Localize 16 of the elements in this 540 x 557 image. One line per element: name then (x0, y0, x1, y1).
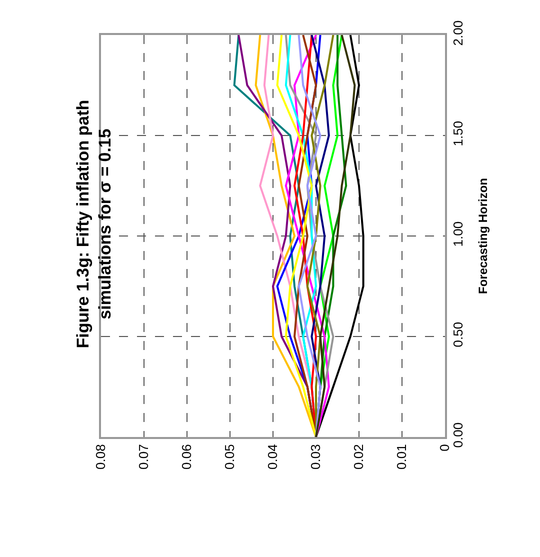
x-tick-label: 0.08 (93, 444, 108, 470)
x-tick-label: 0.03 (308, 444, 324, 470)
x-tick-label: 0 (437, 444, 452, 452)
y-axis-title: Forecasting Horizon (476, 178, 490, 294)
y-tick-label: 1.50 (450, 120, 466, 146)
x-tick-label: 0.02 (351, 444, 366, 470)
y-tick-label: 0.50 (450, 322, 466, 348)
x-tick-label: 0.04 (265, 444, 280, 470)
y-tick-label: 0.00 (450, 422, 466, 448)
y-tick-label: 2.00 (450, 20, 466, 46)
x-tick-label: 0.05 (222, 444, 238, 470)
x-tick-label: 0.06 (179, 444, 194, 470)
text: Figure 1.3g: Fifty inflation path simulations for σ = 0.15 (73, 100, 114, 348)
y-tick-label: 1.00 (450, 221, 466, 247)
x-tick-label: 0.01 (394, 444, 410, 470)
x-tick-label: 0.07 (136, 444, 152, 470)
